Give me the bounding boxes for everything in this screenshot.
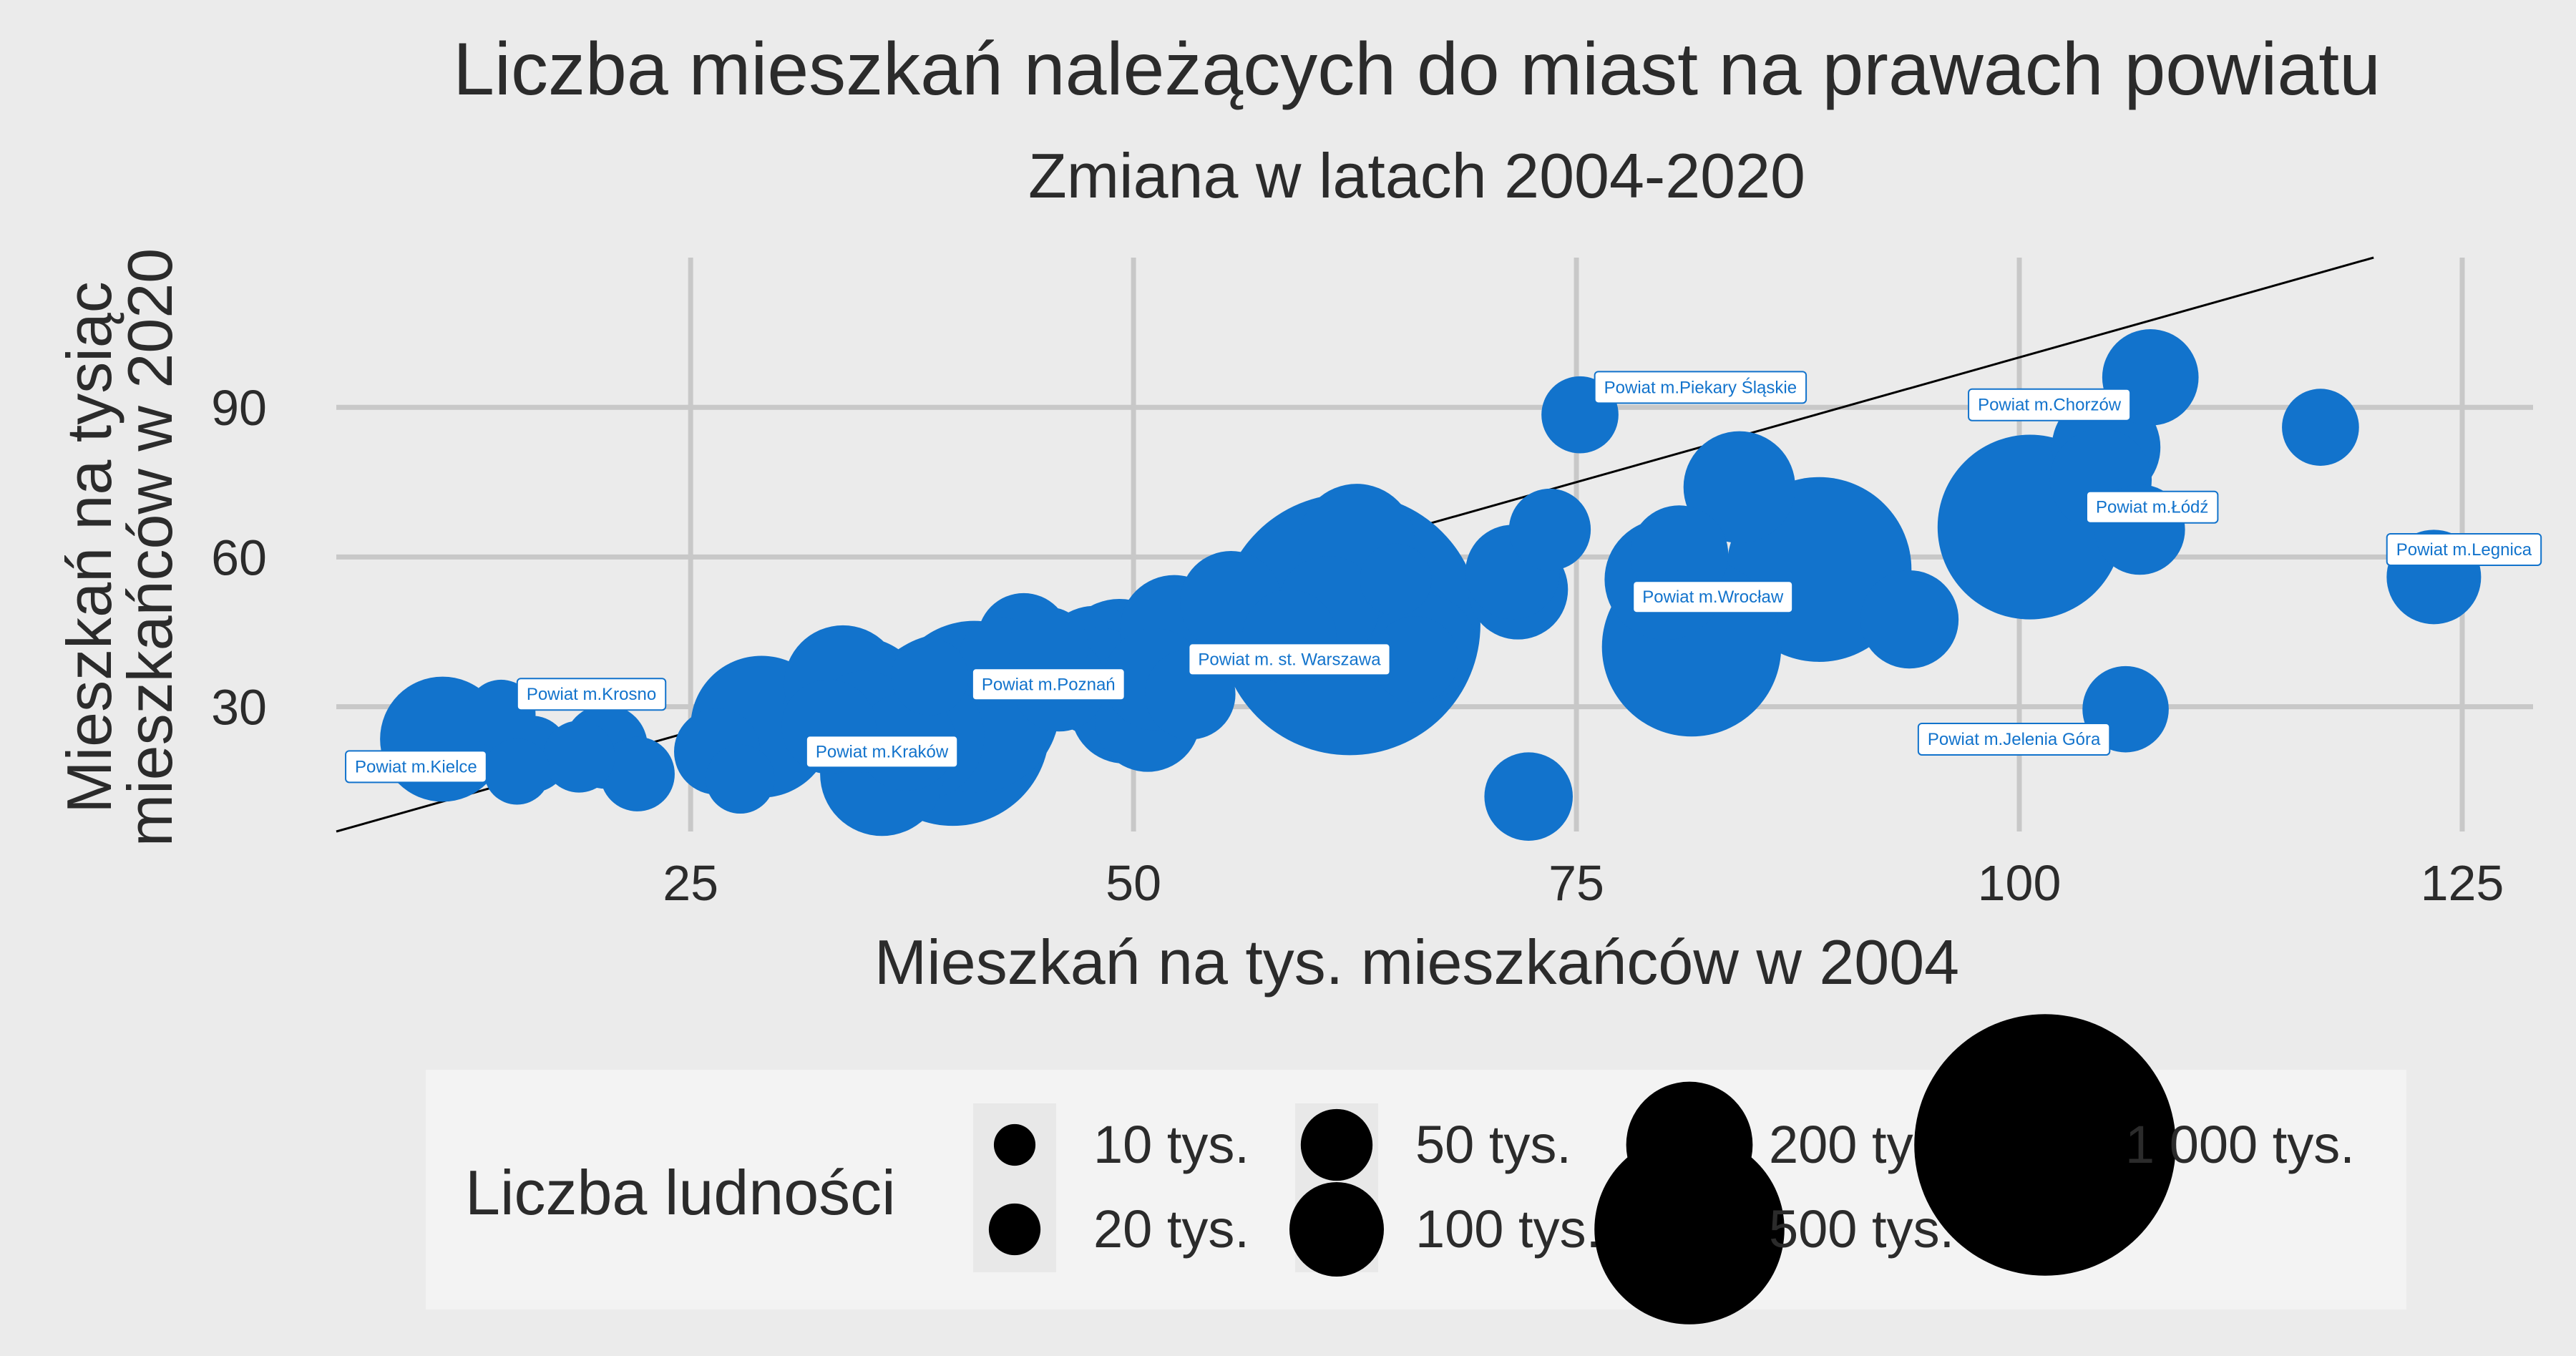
annotation-label: Powiat m.Poznań [982,675,1116,694]
point-annotation: Powiat m.Kraków [805,735,959,769]
x-tick-label: 25 [663,855,718,911]
legend-label: 10 tys. [1093,1115,1249,1174]
point-annotation: Powiat m.Poznań [971,668,1126,701]
point-annotation: Powiat m.Chorzów [1968,388,2132,421]
x-axis-label: Mieszkań na tys. mieszkańców w 2004 [874,927,1959,998]
data-point [543,721,615,793]
annotation-box [971,668,1126,701]
x-tick-label: 100 [1978,855,2062,911]
data-point [1630,505,1729,604]
data-point [1372,616,1459,703]
annotation-box [345,750,487,784]
legend-key [1914,1014,2176,1276]
data-point [1860,570,1959,669]
annotation-box [1968,388,2132,421]
data-point [1008,607,1088,687]
point-annotation: Powiat m.Legnica [2386,532,2542,566]
points-layer [380,329,2482,841]
legend-label: 500 tys. [1769,1199,1954,1259]
annotation-box [1594,371,1807,404]
legend-item: 20 tys. [988,1199,1249,1259]
data-point [2282,389,2359,466]
legend-items: 10 tys.20 tys.50 tys.100 tys.200 tys.500… [973,1014,2355,1325]
annotation-label: Powiat m.Krosno [527,685,656,704]
legend-label: 1 000 tys. [2125,1115,2355,1174]
annotation-label: Powiat m. st. Warszawa [1198,650,1381,669]
annotation-layer: Powiat m.Piekary Śląskie Powiat m.Chorzów… [345,371,2542,784]
legend-label: 50 tys. [1415,1115,1571,1174]
annotation-box [2386,532,2542,566]
annotation-box [2085,490,2219,524]
legend-item: 1 000 tys. [1914,1014,2355,1276]
chart-title: Liczba mieszkań należących do miast na p… [453,28,2381,111]
data-point [1360,543,1432,616]
annotation-label: Powiat m.Jelenia Góra [1928,730,2101,749]
point-annotation: Powiat m.Jelenia Góra [1917,722,2111,756]
y-tick-label: 60 [211,530,267,585]
tick-labels: 25 50 75 100 125 30 60 90 [211,380,2504,911]
data-point [891,638,969,716]
y-axis-label-line-1: Mieszkań na tysiąc [54,281,125,813]
data-point [600,736,675,811]
annotation-box [516,678,667,711]
point-annotation: Powiat m.Krosno [516,678,667,711]
annotation-box [805,735,959,769]
legend-label: 20 tys. [1093,1199,1249,1259]
data-point [1484,752,1574,841]
x-tick-label: 50 [1106,855,1161,911]
point-annotation: Powiat m.Kielce [345,750,487,784]
point-annotation: Powiat m.Łódź [2085,490,2219,524]
legend-key [1300,1108,1373,1181]
data-point [1683,431,1795,543]
point-annotation: Powiat m.Piekary Śląskie [1594,371,1807,404]
y-tick-label: 30 [211,680,267,736]
point-annotation: Powiat m.Wrocław [1632,580,1794,614]
annotation-label: Powiat m.Łódź [2096,498,2208,517]
annotation-label: Powiat m.Kielce [355,757,477,776]
x-tick-label: 75 [1548,855,1604,911]
legend-title: Liczba ludności [465,1157,896,1228]
point-annotation: Powiat m. st. Warszawa [1188,643,1391,676]
annotation-label: Powiat m.Chorzów [1978,396,2122,415]
legend-key [1289,1182,1384,1277]
annotation-label: Powiat m.Piekary Śląskie [1604,377,1797,397]
chart-subtitle: Zmiana w latach 2004-2020 [1028,140,1805,211]
annotation-box [1188,643,1391,676]
annotation-label: Powiat m.Wrocław [1642,587,1784,607]
legend-key [993,1123,1036,1166]
legend-label: 100 tys. [1415,1199,1601,1259]
annotation-box [1917,722,2111,756]
x-tick-label: 125 [2421,855,2504,911]
annotation-label: Powiat m.Legnica [2396,540,2532,560]
legend-key [988,1203,1041,1256]
legend-item: 500 tys. [1594,1134,1954,1325]
legend-item: 100 tys. [1289,1182,1601,1277]
annotation-label: Powiat m.Kraków [816,742,949,761]
legend-key [1594,1134,1785,1325]
annotation-box [1632,580,1794,614]
legend: Liczba ludności 10 tys. 20 tys. 50 tys. 100… [426,1014,2406,1325]
data-point [484,738,550,805]
y-axis-label-line-2: mieszkańców w 2020 [114,248,185,847]
y-tick-label: 90 [211,380,267,436]
data-point [706,744,775,814]
data-point [1508,488,1591,571]
